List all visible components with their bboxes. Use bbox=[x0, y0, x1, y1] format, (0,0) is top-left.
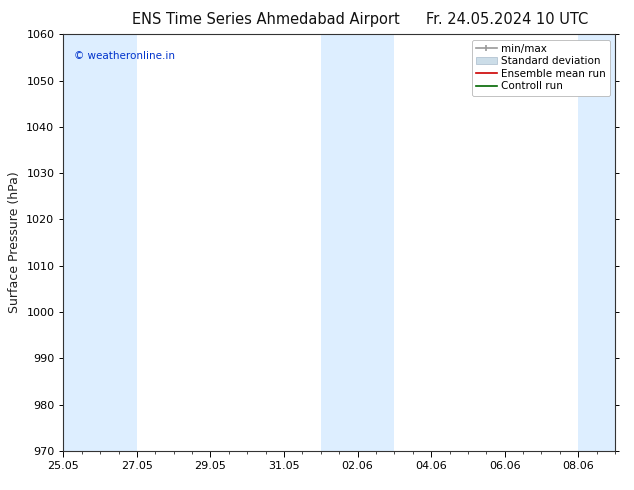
Text: ENS Time Series Ahmedabad Airport: ENS Time Series Ahmedabad Airport bbox=[133, 12, 400, 27]
Legend: min/max, Standard deviation, Ensemble mean run, Controll run: min/max, Standard deviation, Ensemble me… bbox=[472, 40, 610, 96]
Bar bbox=[63, 34, 100, 451]
Bar bbox=[321, 34, 394, 451]
Text: Fr. 24.05.2024 10 UTC: Fr. 24.05.2024 10 UTC bbox=[426, 12, 588, 27]
Bar bbox=[578, 34, 615, 451]
Text: © weatheronline.in: © weatheronline.in bbox=[74, 51, 176, 61]
Y-axis label: Surface Pressure (hPa): Surface Pressure (hPa) bbox=[8, 172, 21, 314]
Bar bbox=[100, 34, 137, 451]
